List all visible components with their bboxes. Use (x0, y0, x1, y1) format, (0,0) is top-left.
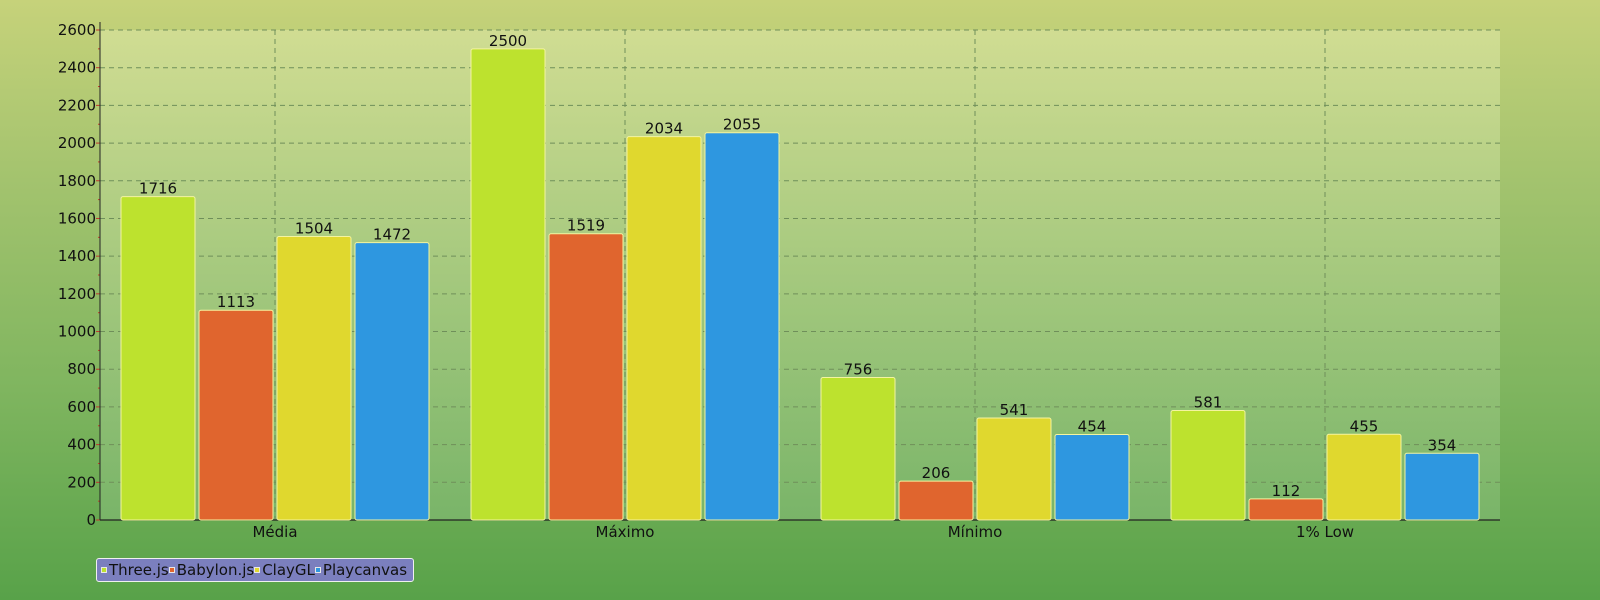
y-tick-label: 2400 (58, 59, 96, 77)
bar-three-js-3 (1170, 410, 1246, 521)
y-tick-label: 2000 (58, 134, 96, 152)
bar-claygl-3 (1326, 433, 1402, 521)
bar-babylon-js-0 (198, 309, 274, 521)
y-tick-label: 200 (67, 473, 96, 491)
bar-three-js-1 (470, 48, 546, 521)
bar-babylon-js-2 (898, 480, 974, 521)
bar-three-js-0 (120, 196, 196, 521)
bar-claygl-1 (626, 136, 702, 521)
x-tick-label: Máximo (596, 523, 655, 541)
legend-swatch (101, 567, 107, 573)
bar-playcanvas-2 (1054, 433, 1130, 521)
legend-swatch (314, 567, 321, 573)
legend: Three.js Babylon.js ClayGL Playcanvas (96, 558, 415, 582)
y-tick-label: 1400 (58, 247, 96, 265)
grid-lines (100, 29, 1500, 520)
data-label: 1716 (139, 180, 177, 198)
bar-babylon-js-1 (548, 233, 624, 521)
x-tick-label: Mínimo (948, 523, 1003, 541)
legend-swatch (254, 567, 261, 573)
legend-label: Babylon.js (176, 561, 255, 579)
legend-item-three-js: Three.js (101, 559, 169, 581)
y-tick-label: 1200 (58, 285, 96, 303)
bar-claygl-2 (976, 417, 1052, 521)
legend-item-claygl: ClayGL (254, 559, 315, 581)
y-tick-label: 1600 (58, 209, 96, 227)
data-label: 756 (844, 361, 873, 379)
y-tick-label: 1000 (58, 323, 96, 341)
data-label: 1113 (217, 293, 255, 311)
data-labels: 1716 1113 1504 1472 2500 1519 2034 2055 756 206 54… (139, 32, 1456, 500)
data-label: 455 (1350, 417, 1379, 435)
legend-item-playcanvas: Playcanvas (314, 559, 408, 581)
data-label: 206 (922, 464, 951, 482)
data-label: 454 (1078, 417, 1107, 435)
y-tick-label: 2600 (58, 21, 96, 39)
data-label: 354 (1428, 436, 1457, 454)
legend-item-babylon-js: Babylon.js (168, 559, 255, 581)
data-label: 2055 (723, 116, 761, 134)
axes: 0 200 400 600 800 1000 1200 1400 1600 1800 2000 220… (58, 21, 1500, 541)
bar-playcanvas-0 (354, 242, 430, 521)
x-tick-label: 1% Low (1296, 523, 1354, 541)
y-tick-label: 2200 (58, 96, 96, 114)
legend-label: Three.js (109, 561, 169, 579)
data-label: 112 (1272, 482, 1301, 500)
legend-label: Playcanvas (322, 561, 408, 579)
data-label: 2034 (645, 120, 683, 138)
bar-claygl-0 (276, 236, 352, 521)
legend-label: ClayGL (262, 561, 315, 579)
bar-playcanvas-3 (1404, 452, 1480, 521)
data-label: 541 (1000, 401, 1029, 419)
y-tick-label: 0 (86, 511, 96, 529)
data-label: 1504 (295, 220, 333, 238)
data-label: 1519 (567, 217, 605, 235)
y-tick-label: 1800 (58, 172, 96, 190)
bar-three-js-2 (820, 377, 896, 521)
y-tick-label: 800 (67, 360, 96, 378)
data-label: 2500 (489, 32, 527, 50)
bar-babylon-js-3 (1248, 498, 1324, 521)
legend-swatch (168, 567, 175, 573)
bar-playcanvas-1 (704, 132, 780, 521)
y-tick-label: 600 (67, 398, 96, 416)
data-label: 581 (1194, 394, 1223, 412)
bars (120, 48, 1480, 521)
y-tick-label: 400 (67, 436, 96, 454)
x-tick-label: Média (252, 523, 297, 541)
data-label: 1472 (373, 226, 411, 244)
